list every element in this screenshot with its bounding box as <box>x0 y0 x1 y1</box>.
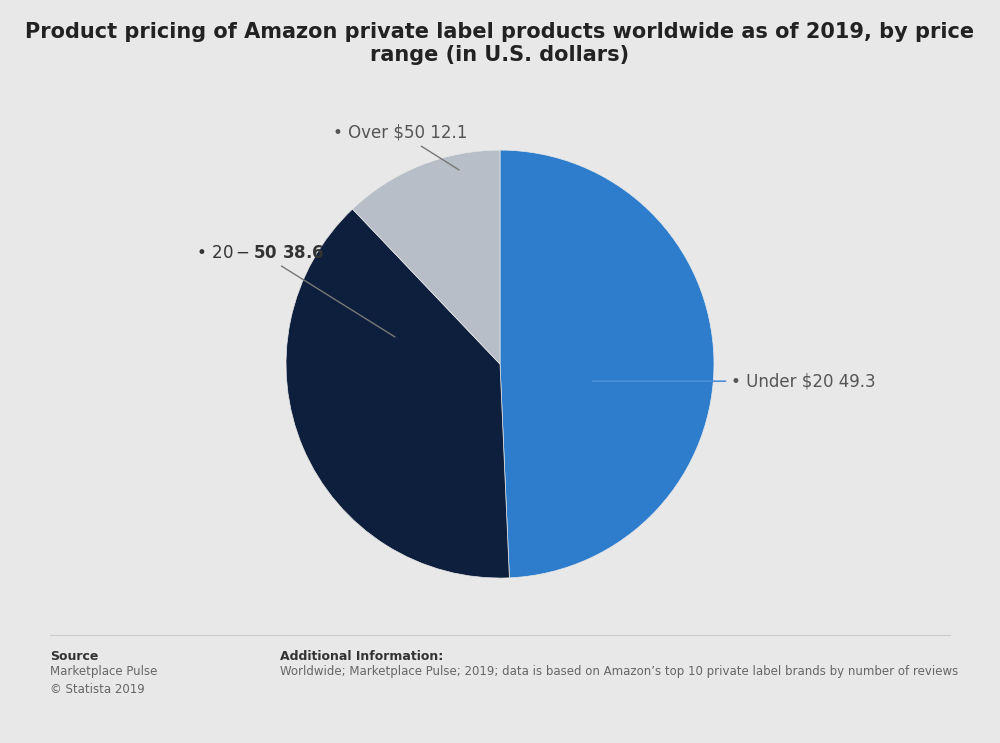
Text: Additional Information:: Additional Information: <box>280 650 443 663</box>
Text: Product pricing of Amazon private label products worldwide as of 2019, by price
: Product pricing of Amazon private label … <box>25 22 975 65</box>
Text: • $20-$50 38.6: • $20-$50 38.6 <box>196 244 395 337</box>
Text: • Over $50 12.1: • Over $50 12.1 <box>333 124 467 170</box>
Wedge shape <box>500 150 714 578</box>
Text: • Under $20 49.3: • Under $20 49.3 <box>593 372 876 390</box>
Text: Source: Source <box>50 650 98 663</box>
Text: Marketplace Pulse
© Statista 2019: Marketplace Pulse © Statista 2019 <box>50 665 157 696</box>
Text: Worldwide; Marketplace Pulse; 2019; data is based on Amazon’s top 10 private lab: Worldwide; Marketplace Pulse; 2019; data… <box>280 665 958 678</box>
Wedge shape <box>286 209 509 578</box>
Wedge shape <box>353 150 500 364</box>
